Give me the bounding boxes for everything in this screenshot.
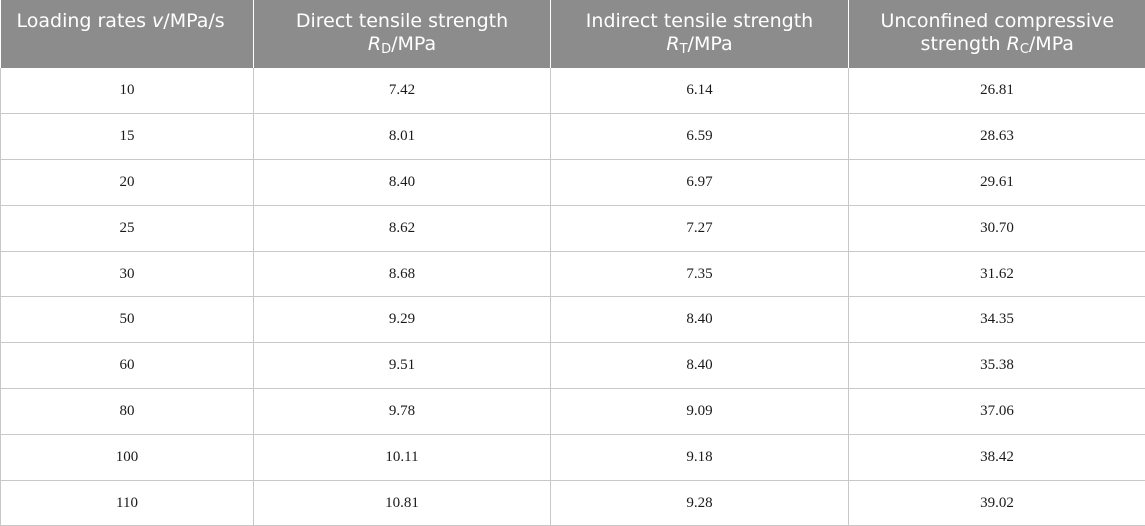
cell-indirect-tensile: 6.59 <box>550 113 849 161</box>
table-row: 10 7.42 6.14 26.81 <box>0 68 1145 115</box>
cell-direct-tensile: 8.62 <box>253 205 551 252</box>
header-text: Indirect tensile strength <box>585 10 814 32</box>
table-row: 60 9.51 8.40 35.38 <box>0 342 1145 390</box>
cell-indirect-tensile: 9.28 <box>550 480 849 526</box>
cell-indirect-tensile: 7.27 <box>550 205 849 252</box>
header-sub: C <box>1019 42 1029 57</box>
header-direct-tensile: Direct tensile strength RD/MPa <box>253 0 551 68</box>
cell-direct-tensile: 8.40 <box>253 159 551 206</box>
header-sub: D <box>381 42 392 57</box>
header-text: Direct tensile strength <box>295 10 509 32</box>
table-row: 100 10.11 9.18 38.42 <box>0 434 1145 481</box>
header-var: R <box>666 33 680 55</box>
header-var: R <box>1006 33 1020 55</box>
header-row: Loading rates v/MPa/s Direct tensile str… <box>0 0 1145 68</box>
cell-direct-tensile: 9.78 <box>253 388 551 435</box>
cell-loading-rate: 30 <box>0 251 254 298</box>
cell-direct-tensile: 10.81 <box>253 480 551 526</box>
cell-compressive: 35.38 <box>848 342 1145 390</box>
cell-loading-rate: 100 <box>0 434 254 481</box>
header-var: v <box>152 10 164 32</box>
header-sub: T <box>679 42 688 57</box>
cell-compressive: 26.81 <box>848 68 1145 115</box>
cell-direct-tensile: 10.11 <box>253 434 551 481</box>
cell-loading-rate: 50 <box>0 296 254 344</box>
header-unit: /MPa/s <box>163 10 225 32</box>
cell-indirect-tensile: 9.18 <box>550 434 849 481</box>
cell-loading-rate: 110 <box>0 480 254 526</box>
cell-loading-rate: 15 <box>0 113 254 161</box>
cell-direct-tensile: 7.42 <box>253 68 551 115</box>
table-row: 15 8.01 6.59 28.63 <box>0 113 1145 161</box>
table-row: 20 8.40 6.97 29.61 <box>0 159 1145 206</box>
header-text: Loading rates <box>16 10 153 32</box>
cell-indirect-tensile: 7.35 <box>550 251 849 298</box>
cell-direct-tensile: 9.51 <box>253 342 551 390</box>
cell-compressive: 38.42 <box>848 434 1145 481</box>
table-row: 25 8.62 7.27 30.70 <box>0 205 1145 252</box>
cell-loading-rate: 60 <box>0 342 254 390</box>
header-unit: /MPa <box>1028 33 1074 55</box>
header-var: R <box>367 33 382 55</box>
cell-direct-tensile: 9.29 <box>253 296 551 344</box>
header-loading-rate: Loading rates v/MPa/s <box>0 0 254 68</box>
cell-indirect-tensile: 8.40 <box>550 342 849 390</box>
cell-compressive: 34.35 <box>848 296 1145 344</box>
header-compressive: Unconfined compressive strength RC/MPa <box>848 0 1145 68</box>
cell-compressive: 39.02 <box>848 480 1145 526</box>
table-row: 80 9.78 9.09 37.06 <box>0 388 1145 435</box>
cell-compressive: 30.70 <box>848 205 1145 252</box>
header-unit: /MPa <box>687 33 733 55</box>
cell-indirect-tensile: 6.97 <box>550 159 849 206</box>
cell-indirect-tensile: 6.14 <box>550 68 849 115</box>
table-row: 110 10.81 9.28 39.02 <box>0 480 1145 526</box>
header-text: Unconfined compressive strength <box>880 10 1115 55</box>
header-unit: /MPa <box>391 33 437 55</box>
cell-compressive: 28.63 <box>848 113 1145 161</box>
header-indirect-tensile: Indirect tensile strength RT/MPa <box>550 0 849 68</box>
cell-loading-rate: 25 <box>0 205 254 252</box>
table-row: 50 9.29 8.40 34.35 <box>0 296 1145 344</box>
cell-compressive: 29.61 <box>848 159 1145 206</box>
cell-indirect-tensile: 9.09 <box>550 388 849 435</box>
table-row: 30 8.68 7.35 31.62 <box>0 251 1145 298</box>
cell-loading-rate: 20 <box>0 159 254 206</box>
cell-loading-rate: 80 <box>0 388 254 435</box>
cell-loading-rate: 10 <box>0 68 254 115</box>
cell-compressive: 31.62 <box>848 251 1145 298</box>
cell-direct-tensile: 8.68 <box>253 251 551 298</box>
cell-indirect-tensile: 8.40 <box>550 296 849 344</box>
cell-compressive: 37.06 <box>848 388 1145 435</box>
cell-direct-tensile: 8.01 <box>253 113 551 161</box>
